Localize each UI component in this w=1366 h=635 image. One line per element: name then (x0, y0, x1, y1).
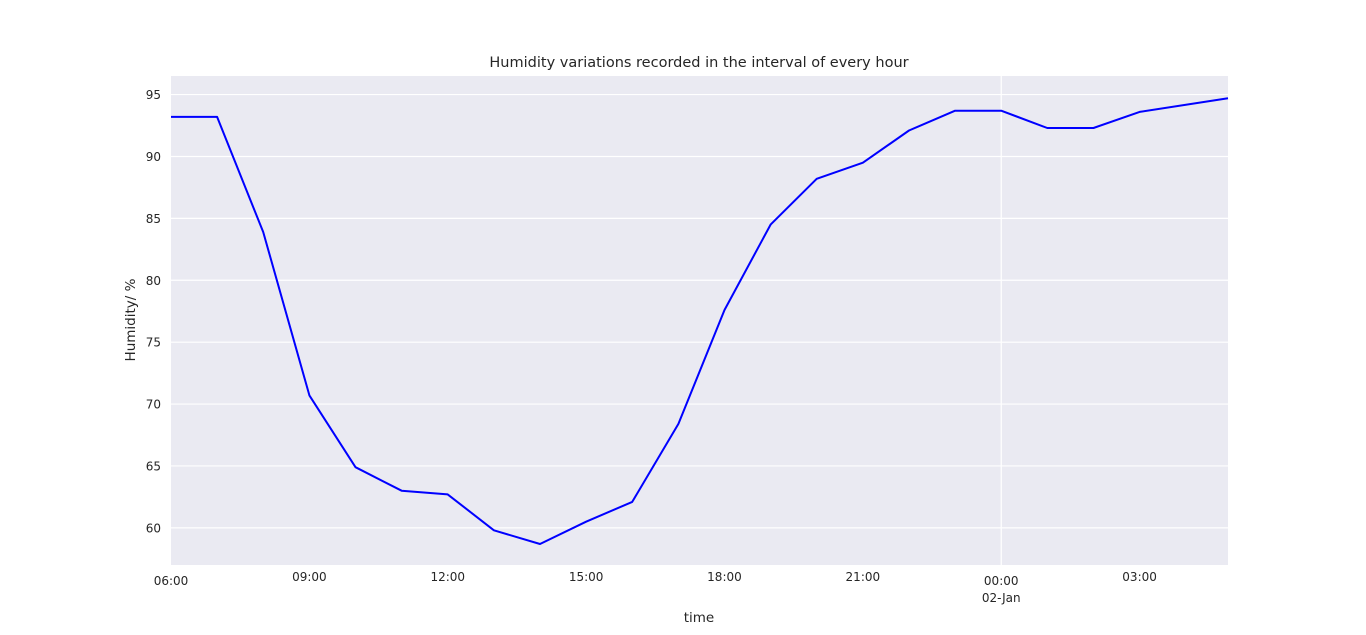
x-tick-label: 15:00 (569, 570, 604, 584)
y-axis-label: Humidity/ % (123, 278, 139, 361)
y-tick-label: 75 (146, 336, 161, 350)
y-gridlines (171, 93, 1228, 529)
y-tick-labels: 60 65 70 75 80 85 90 95 (146, 88, 161, 535)
x-tick-labels: 06:00 09:00 12:00 15:00 18:00 21:00 00:00 02-Ja… (154, 570, 1157, 605)
y-tick-label: 95 (146, 88, 161, 102)
y-tick-label: 60 (146, 521, 161, 535)
x-tick-label: 21:00 (846, 570, 881, 584)
y-tick-label: 80 (146, 274, 161, 288)
x-tick-label: 09:00 (292, 570, 327, 584)
x-tick-label: 06:00 (154, 574, 189, 588)
y-tick-label: 85 (146, 212, 161, 226)
plot-area-background (171, 76, 1228, 565)
x-tick-sublabel: 02-Jan (982, 591, 1021, 605)
x-tick-label: 03:00 (1122, 570, 1157, 584)
x-tick-label: 00:00 (984, 574, 1019, 588)
humidity-series-line (171, 97, 1229, 545)
chart-title: Humidity variations recorded in the inte… (489, 55, 908, 71)
y-tick-label: 90 (146, 150, 161, 164)
y-tick-label: 70 (146, 398, 161, 412)
y-tick-label: 65 (146, 459, 161, 473)
x-tick-label: 18:00 (707, 570, 742, 584)
x-tick-label: 12:00 (430, 570, 465, 584)
x-axis-label: time (684, 610, 715, 626)
